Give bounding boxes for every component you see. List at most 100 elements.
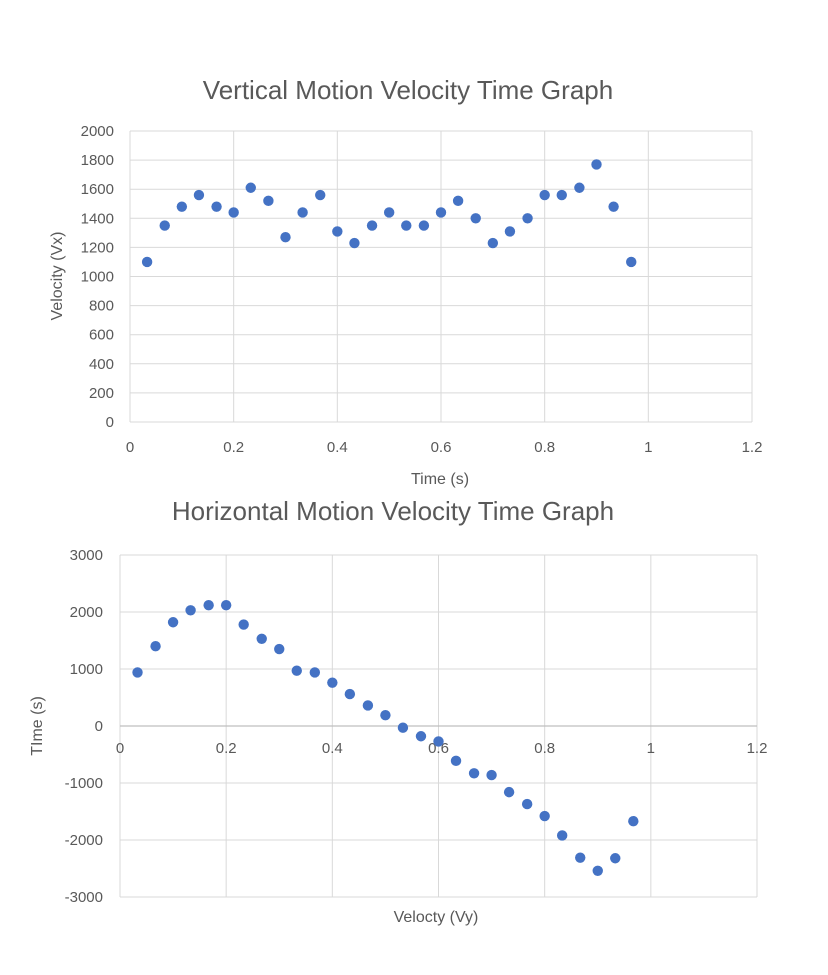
data-point	[315, 189, 326, 201]
y-tick-label: 1000	[70, 661, 103, 678]
data-point	[435, 207, 447, 218]
x-tick-label: 1	[644, 439, 652, 456]
y-tick-label: 1200	[81, 239, 114, 256]
x-tick-label: 0.4	[322, 740, 343, 757]
data-point	[383, 207, 395, 218]
y-tick-label: 800	[89, 298, 114, 315]
data-point	[401, 220, 412, 231]
x-tick-label: 0.2	[223, 439, 244, 456]
data-point	[291, 665, 302, 676]
data-point	[503, 786, 515, 798]
y-tick-label: 1000	[81, 269, 114, 286]
data-point	[450, 755, 462, 766]
vertical-motion-chart: Vertical Motion Velocity Time Graph 0 200…	[49, 75, 763, 488]
data-point	[522, 213, 533, 224]
data-point	[263, 195, 274, 207]
data-point	[626, 256, 637, 268]
data-point	[332, 226, 343, 237]
data-point	[556, 830, 568, 841]
data-point	[150, 641, 161, 652]
data-point	[433, 736, 444, 747]
data-point	[539, 810, 550, 822]
data-point	[610, 853, 621, 864]
y-tick-label: 1600	[81, 181, 114, 198]
gridlines	[119, 554, 758, 898]
data-point	[418, 220, 430, 231]
data-points	[132, 599, 639, 876]
y-tick-label: -1000	[65, 775, 103, 792]
data-point	[366, 220, 378, 231]
gridlines	[129, 130, 753, 423]
x-tick-label: 0.6	[428, 740, 449, 757]
data-point	[256, 633, 267, 644]
x-tick-label: 0.6	[431, 439, 452, 456]
y-tick-label: 200	[89, 385, 114, 402]
data-point	[591, 159, 602, 170]
data-point	[185, 605, 196, 616]
data-point	[556, 189, 567, 201]
x-tick-label: 0.8	[534, 740, 555, 757]
data-point	[608, 201, 619, 212]
x-axis-label: Time (s)	[411, 471, 469, 488]
x-tick-label: 0	[116, 740, 124, 757]
data-point	[539, 189, 550, 201]
y-tick-label: 0	[106, 414, 114, 431]
data-point	[141, 256, 153, 268]
x-tick-label: 0.4	[327, 439, 348, 456]
data-point	[470, 213, 481, 224]
data-point	[203, 599, 214, 611]
data-point	[628, 815, 639, 827]
data-point	[167, 617, 179, 628]
data-point	[452, 195, 464, 207]
data-point	[380, 709, 391, 721]
data-point	[228, 207, 239, 218]
data-point	[344, 688, 356, 700]
x-axis-label: Velocty (Vy)	[394, 909, 479, 926]
y-tick-label: 400	[89, 356, 114, 373]
horizontal-motion-chart: Horizontal Motion Velocity Time Graph -3…	[29, 496, 768, 926]
data-point	[245, 182, 256, 193]
data-point	[297, 207, 308, 218]
data-point	[220, 599, 232, 611]
data-point	[327, 677, 338, 688]
data-point	[280, 232, 291, 243]
data-point	[362, 700, 374, 711]
data-point	[349, 237, 360, 249]
data-point	[211, 201, 222, 212]
data-point	[274, 643, 285, 655]
data-point	[176, 201, 188, 212]
y-tick-label: 3000	[70, 547, 103, 564]
y-tick-label: 600	[89, 327, 114, 344]
y-tick-label: 0	[95, 718, 103, 735]
data-point	[575, 852, 586, 863]
data-point	[397, 722, 409, 733]
data-point	[468, 768, 480, 779]
tick-labels: -3000 -2000 -1000 0 1000 2000 3000 0 0.2 0.4 0.6 0.…	[65, 547, 768, 906]
data-point	[504, 226, 516, 237]
data-point	[309, 667, 321, 678]
chart-title: Vertical Motion Velocity Time Graph	[203, 75, 613, 105]
data-point	[415, 731, 427, 742]
data-point	[193, 189, 205, 201]
y-axis-label: TIme (s)	[29, 696, 46, 756]
y-tick-label: -2000	[65, 832, 103, 849]
data-point	[159, 220, 170, 231]
x-tick-label: 1	[647, 740, 655, 757]
y-tick-label: 1800	[81, 152, 114, 169]
chart-title: Horizontal Motion Velocity Time Graph	[172, 496, 614, 526]
x-tick-label: 0.2	[216, 740, 237, 757]
data-point	[132, 667, 143, 678]
x-tick-label: 1.2	[742, 439, 763, 456]
data-points	[141, 159, 637, 268]
y-tick-label: 1400	[81, 210, 114, 227]
x-tick-label: 0.8	[534, 439, 555, 456]
data-point	[574, 182, 585, 193]
x-tick-label: 1.2	[747, 740, 768, 757]
y-tick-label: 2000	[81, 123, 114, 140]
data-point	[487, 237, 499, 249]
data-point	[521, 798, 533, 810]
y-tick-label: 2000	[70, 604, 103, 621]
data-point	[238, 619, 249, 630]
y-axis-label: Velocity (Vx)	[49, 232, 66, 321]
y-tick-label: -3000	[65, 889, 103, 906]
